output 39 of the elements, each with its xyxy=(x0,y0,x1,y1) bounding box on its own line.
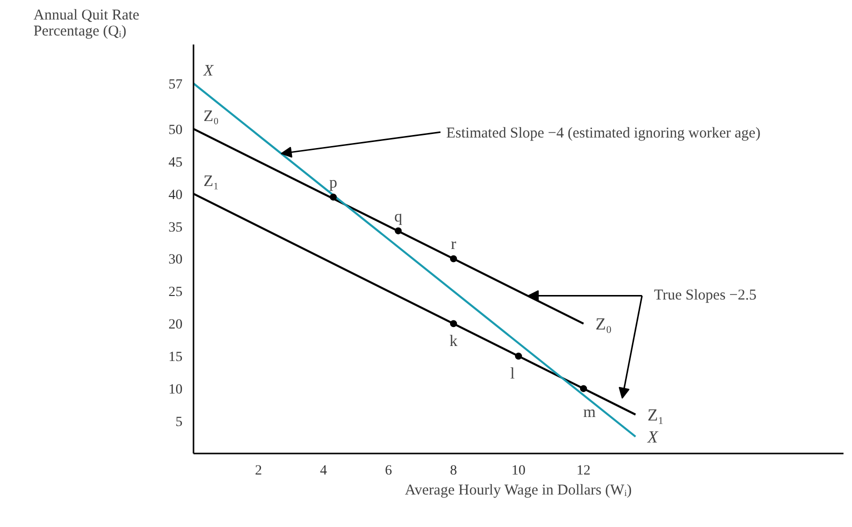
x-tick-label: 8 xyxy=(450,464,457,478)
y-tick-label: 35 xyxy=(168,220,182,236)
point xyxy=(330,194,337,201)
x-tick-label: 4 xyxy=(320,464,327,478)
x-tick-label: 6 xyxy=(385,464,392,478)
y-tick-label: 50 xyxy=(168,122,182,138)
y-tick-label: 30 xyxy=(168,252,182,268)
annotation: r xyxy=(450,236,457,254)
y-tick-label: 20 xyxy=(168,318,182,333)
y-tick-label: 45 xyxy=(168,155,182,170)
annotation: l xyxy=(510,366,516,383)
point xyxy=(450,320,457,328)
x-axis-title: Average Hourly Wage in Dollars (Wᵢ) xyxy=(404,482,632,498)
annotation: X xyxy=(202,62,214,80)
y-tick-label: 15 xyxy=(168,350,182,366)
x-tick-label: 12 xyxy=(576,464,590,478)
point xyxy=(580,385,587,392)
series-label: Z₁ xyxy=(648,406,664,425)
point xyxy=(394,227,402,234)
annotation: m xyxy=(583,404,596,422)
series-label: X xyxy=(646,428,658,447)
y-tick-label: 40 xyxy=(168,188,182,203)
y-tick-label: 5 xyxy=(176,415,182,430)
x-tick-label: 10 xyxy=(512,464,526,478)
annotation: Estimated Slope −4 (estimated ignoring worker age) xyxy=(446,126,760,142)
annotation: Z₁ xyxy=(204,172,219,190)
point xyxy=(450,255,457,262)
y-axis-title: Annual Quit Rate Percentage (Qᵢ) xyxy=(34,8,140,40)
y-tick-label: 10 xyxy=(168,382,182,398)
annotation: k xyxy=(450,333,458,350)
x-tick-label: 2 xyxy=(255,464,262,478)
annotation: q xyxy=(394,208,402,226)
annotation: p xyxy=(329,174,338,192)
y-tick-label: 57 xyxy=(168,77,182,92)
annotation: Z₀ xyxy=(204,108,219,125)
y-tick-label: 25 xyxy=(168,285,182,300)
point xyxy=(515,352,522,360)
annotation: True Slopes −2.5 xyxy=(654,288,757,304)
series-label: Z₀ xyxy=(596,314,612,334)
